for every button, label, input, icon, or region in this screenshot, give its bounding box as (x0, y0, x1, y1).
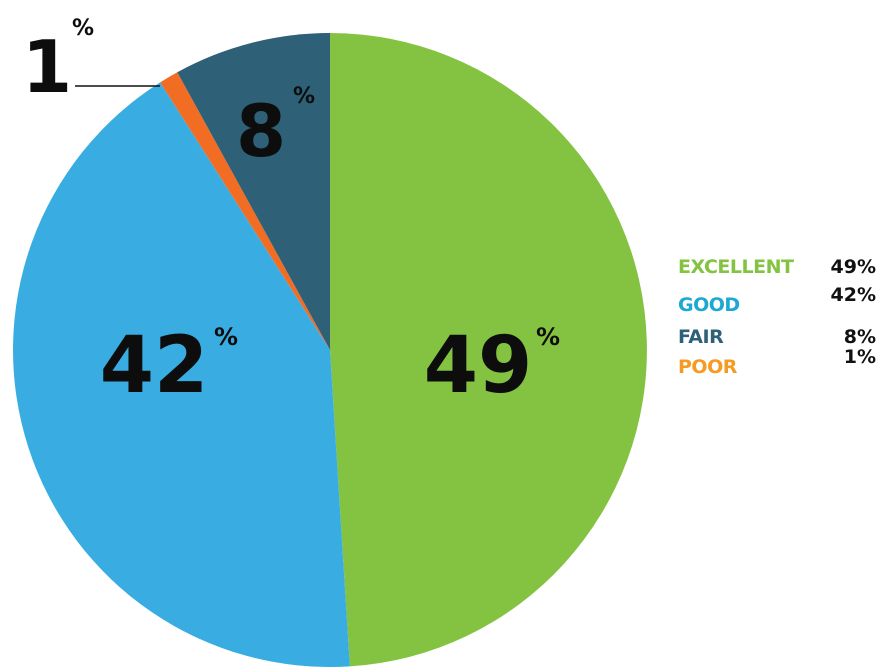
pie-slice-excellent (330, 33, 647, 667)
legend-label-excellent: EXCELLENT (678, 256, 794, 278)
label-fair: 8 % (236, 84, 315, 173)
legend-label-poor: POOR (678, 356, 737, 378)
legend-value-poor: 1% (843, 346, 876, 368)
pie-slice-good (13, 82, 350, 667)
label-poor: 1 % (22, 16, 94, 109)
legend-item-excellent: EXCELLENT 49% (678, 256, 878, 286)
pie-slice-poor (160, 72, 330, 351)
legend-value-excellent: 49% (830, 256, 876, 278)
label-excellent-number: 49 (424, 321, 533, 411)
legend-value-good: 42% (830, 284, 876, 306)
label-fair-number: 8 (236, 89, 286, 173)
label-good-percent: % (214, 323, 238, 351)
legend-item-poor: POOR 1% (678, 346, 878, 378)
label-excellent-percent: % (536, 323, 560, 351)
label-fair-percent: % (293, 84, 315, 109)
label-good-number: 42 (100, 321, 209, 411)
pie-slice-fair (177, 33, 330, 350)
legend: EXCELLENT 49% GOOD 42% FAIR 8% POOR 1% (678, 256, 878, 378)
label-poor-percent: % (72, 16, 94, 41)
label-good: 42 % (100, 321, 238, 411)
legend-label-fair: FAIR (678, 326, 724, 348)
legend-item-fair: FAIR 8% (678, 316, 878, 348)
legend-value-fair: 8% (843, 326, 876, 348)
label-poor-number: 1 (22, 25, 72, 109)
label-excellent: 49 % (424, 321, 560, 411)
legend-item-good: GOOD 42% (678, 284, 878, 316)
legend-label-good: GOOD (678, 294, 740, 316)
pie-slices (13, 33, 647, 667)
